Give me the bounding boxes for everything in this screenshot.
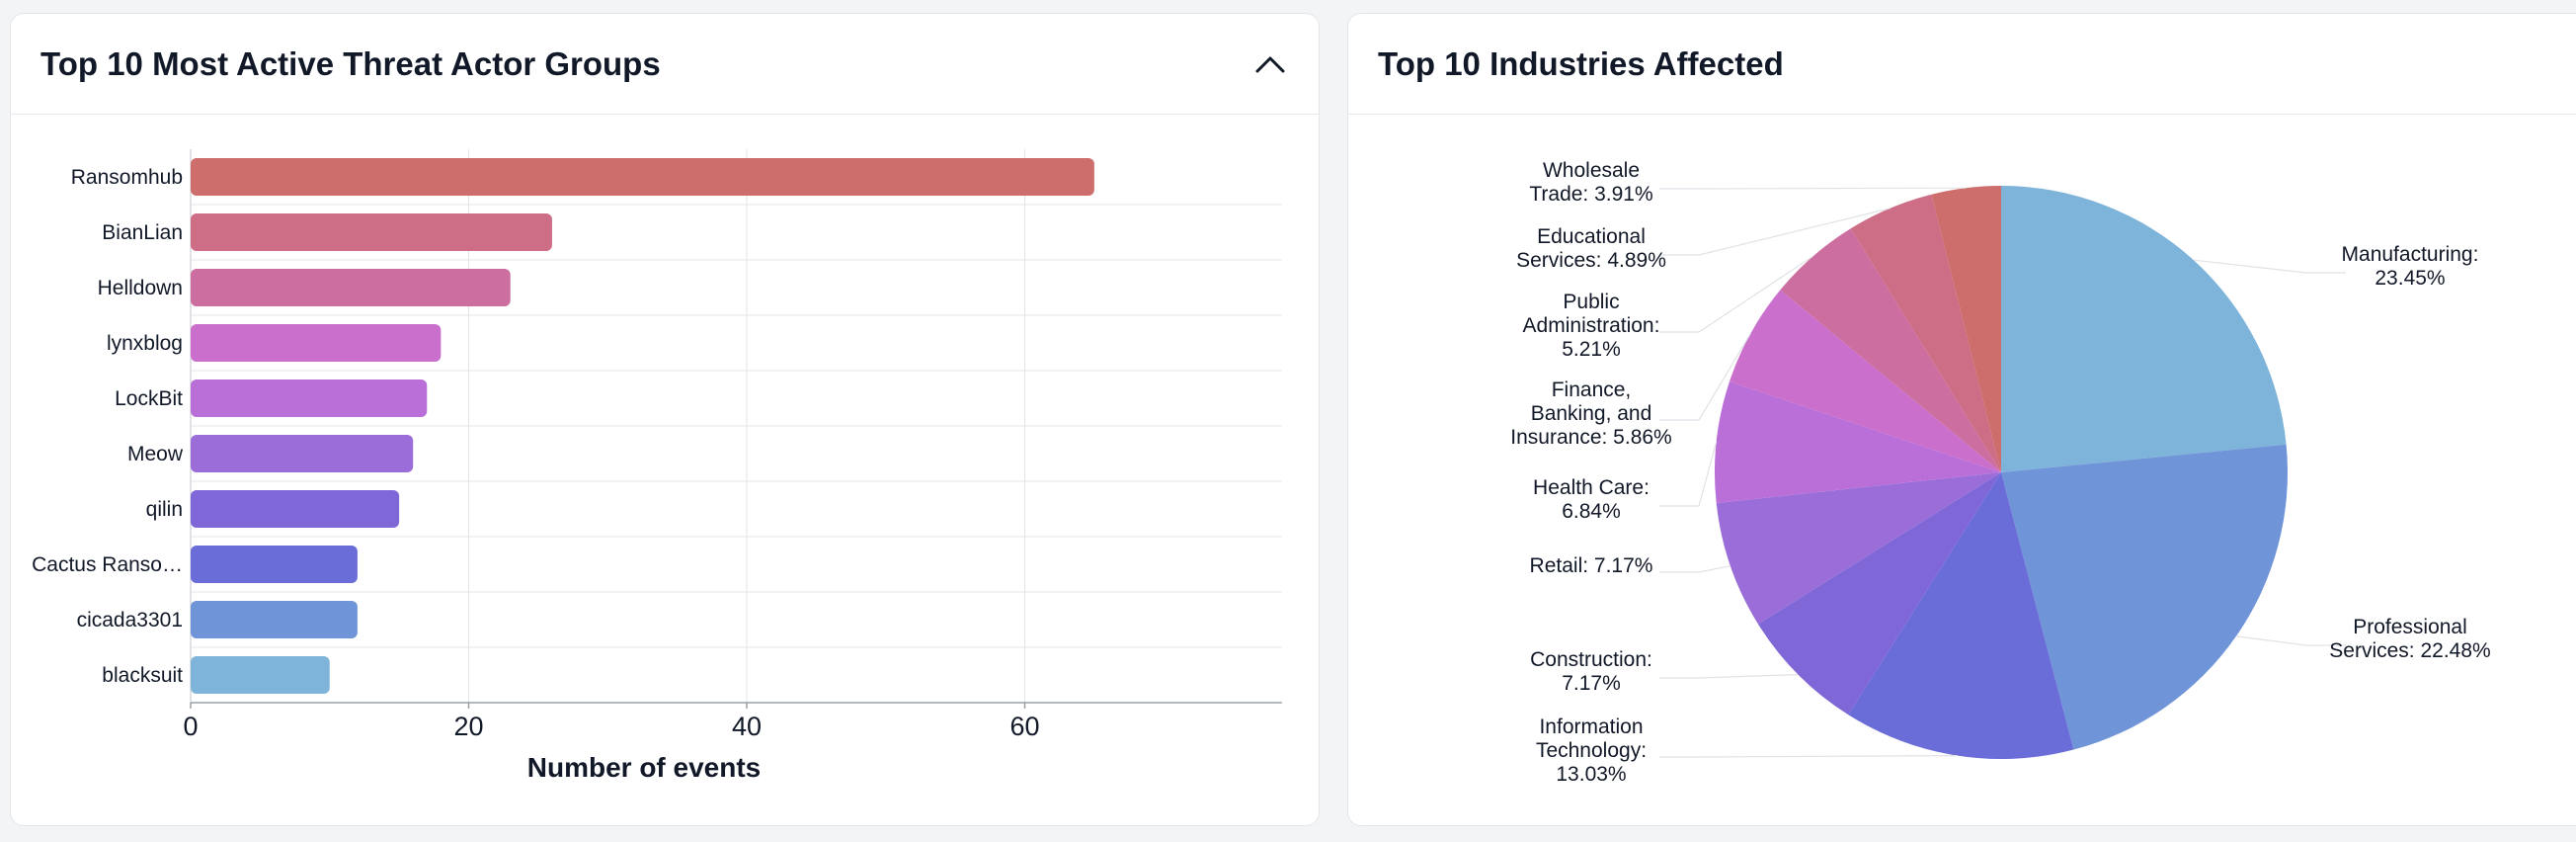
pie-slice: [1729, 290, 2001, 472]
y-tick-label: BianLian: [102, 221, 183, 244]
pie-label: Health Care: 6.84%: [1533, 476, 1650, 523]
chevron-up-icon: [1255, 56, 1285, 73]
pie-leader-line: [1659, 754, 1958, 758]
bar: [191, 435, 414, 472]
bar: [191, 158, 1094, 196]
pie-slice: [1850, 194, 2001, 472]
pie-slice: [1757, 472, 2001, 716]
pie-leader-line: [1659, 255, 1813, 333]
industries-card-title: Top 10 Industries Affected: [1378, 44, 1784, 82]
industries-pie-chart: Manufacturing: 23.45% Professional Services…: [1510, 159, 2490, 786]
threat-actor-card: Top 10 Most Active Threat Actor Groups R…: [10, 13, 1320, 826]
pie-leader-line: [2235, 635, 2346, 646]
threat-actor-card-title: Top 10 Most Active Threat Actor Groups: [40, 44, 661, 82]
pie-leader-line: [1659, 441, 1718, 507]
pie-label: Retail: 7.17%: [1530, 554, 1653, 577]
pie-leader-line: [1659, 208, 1891, 256]
y-tick-label: Meow: [127, 443, 184, 465]
y-tick-label: LockBit: [115, 387, 183, 410]
bar: [191, 546, 358, 583]
pie-label: Finance, Banking, and Insurance: 5.86%: [1510, 379, 1671, 449]
pie-slice: [1848, 472, 2074, 760]
pie-leader-line: [2193, 259, 2346, 274]
x-tick-label: 0: [183, 712, 198, 741]
threat-actor-bar-chart: Ransomhub BianLian Helldown lynxblog LockBit…: [32, 149, 1282, 783]
x-tick-label: 20: [453, 712, 483, 741]
bar: [191, 656, 330, 694]
pie-leader-line: [1659, 332, 1751, 421]
y-tick-label: Ransomhub: [71, 166, 183, 189]
pie-label: Information Technology: 13.03%: [1536, 716, 1647, 786]
bar: [191, 490, 400, 528]
pie-label: Educational Services: 4.89%: [1516, 225, 1666, 272]
pie-label: Wholesale Trade: 3.91%: [1529, 159, 1652, 206]
pie-leader-line: [1659, 565, 1731, 573]
y-tick-label: qilin: [146, 498, 183, 521]
industries-card: Top 10 Industries Affected Manufacturing…: [1347, 13, 2576, 826]
industries-card-header: Top 10 Industries Affected: [1348, 14, 2576, 115]
y-tick-label: blacksuit: [102, 664, 183, 687]
x-tick-label: 40: [732, 712, 762, 741]
pie-slice: [1931, 186, 2001, 472]
bar: [191, 379, 428, 417]
pie-slice: [1780, 228, 2001, 472]
x-axis-label: Number of events: [527, 752, 762, 783]
bar: [191, 213, 552, 251]
pie-slice: [1716, 472, 2001, 625]
pie-slice: [1715, 381, 2001, 504]
y-tick-label: lynxblog: [107, 332, 183, 355]
y-tick-label: Helldown: [98, 277, 183, 299]
pie-label: Manufacturing: 23.45%: [2342, 243, 2479, 290]
y-tick-label: Cactus Ranso…: [32, 553, 183, 576]
pie-slice: [2001, 444, 2288, 750]
x-tick-label: 60: [1009, 712, 1039, 741]
pie-label: Public Administration: 5.21%: [1523, 291, 1660, 361]
pie-label: Construction: 7.17%: [1530, 648, 1652, 695]
pie-label: Professional Services: 22.48%: [2329, 616, 2490, 662]
bar: [191, 601, 358, 638]
bar: [191, 324, 442, 362]
pie-leader-line: [1659, 187, 1967, 190]
collapse-button[interactable]: [1248, 42, 1293, 87]
pie-slice: [2001, 186, 2287, 472]
threat-actor-card-header: Top 10 Most Active Threat Actor Groups: [11, 14, 1319, 115]
pie-leader-line: [1659, 674, 1799, 679]
bar: [191, 269, 511, 306]
y-tick-label: cicada3301: [77, 609, 183, 632]
